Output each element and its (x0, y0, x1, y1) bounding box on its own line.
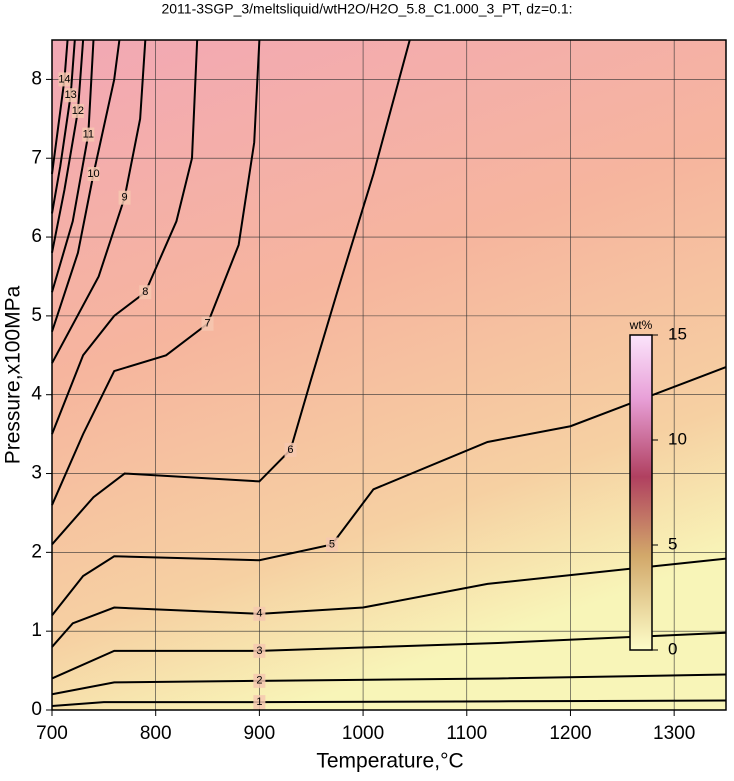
contour-label: 4 (256, 608, 262, 620)
colorbar-tick-label: 5 (668, 534, 677, 553)
contour-line (51, 39, 95, 293)
contour-label-bg (284, 442, 297, 457)
y-tick-label: 5 (31, 305, 42, 326)
contour-label-bg (253, 673, 266, 688)
contour-label: 5 (329, 538, 335, 550)
contour-label: 8 (142, 286, 148, 298)
y-tick-label: 8 (31, 68, 42, 89)
x-tick-label: 1300 (653, 723, 695, 744)
contour-label: 10 (87, 168, 99, 180)
contour-label-bg (64, 88, 77, 103)
x-tick-label: 1100 (446, 723, 487, 744)
contour-label: 11 (83, 128, 94, 140)
contour-line (51, 39, 76, 214)
x-tick-label: 1200 (549, 723, 591, 744)
colorbar (629, 334, 653, 651)
contour-label-bg (253, 643, 266, 658)
x-tick-label: 800 (140, 723, 172, 744)
contour-label-bg (82, 127, 95, 142)
contour-label: 9 (122, 192, 128, 204)
y-tick-label: 6 (31, 226, 42, 247)
x-tick-label: 900 (244, 723, 276, 744)
contour-label-bg (118, 190, 131, 205)
contour-label-bg (201, 316, 214, 331)
y-axis-title: Pressure,x100MPa (2, 285, 25, 464)
contour-label-bg (87, 167, 100, 181)
x-tick-label: 700 (36, 723, 68, 744)
y-tick-label: 3 (31, 463, 42, 484)
contour-label-bg (325, 537, 338, 552)
contour-label: 6 (287, 444, 293, 456)
y-tick-label: 7 (31, 147, 42, 168)
y-tick-label: 0 (31, 699, 42, 720)
contour-line (51, 39, 85, 254)
contour-label-bg (139, 285, 152, 300)
x-tick-label: 1000 (342, 723, 384, 744)
contour-label: 14 (58, 73, 70, 85)
chart-title: 2011-3SGP_3/meltsliquid/wtH2O/H2O_5.8_C1… (161, 1, 572, 17)
contour-label: 7 (204, 318, 210, 330)
contour-label: 3 (256, 645, 262, 657)
contour-label-bg (71, 103, 84, 118)
contour-label: 13 (65, 89, 77, 101)
x-axis-title: Temperature,°C (316, 750, 463, 773)
colorbar-tick-label: 10 (668, 429, 687, 448)
contour-line (51, 39, 261, 506)
contour-label: 12 (72, 105, 84, 117)
y-tick-label: 2 (31, 541, 42, 562)
colorbar-title: wt% (629, 318, 653, 332)
contour-label-bg (253, 695, 266, 710)
y-tick-label: 1 (31, 620, 42, 641)
colorbar-tick-label: 15 (668, 324, 687, 343)
plot-frame (51, 39, 727, 711)
plot-background (52, 40, 726, 710)
colorbar-tick-label: 0 (668, 639, 677, 658)
y-tick-label: 4 (31, 384, 42, 405)
contour-line (51, 39, 69, 175)
contour-label: 2 (256, 675, 262, 687)
contour-label-bg (58, 72, 71, 87)
contour-label: 1 (256, 696, 262, 708)
contour-label-bg (253, 606, 266, 621)
